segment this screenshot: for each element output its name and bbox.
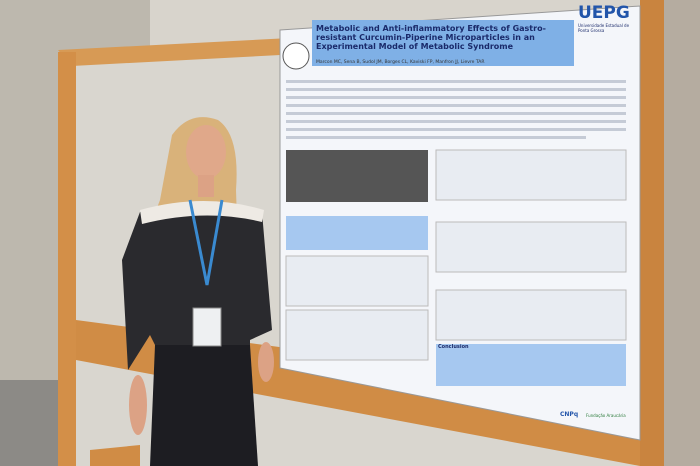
institution: Universidade Estadual de Ponta Grossa — [578, 23, 630, 33]
collar — [140, 201, 264, 224]
figure-panel — [285, 309, 429, 361]
sponsor: CNPq — [560, 411, 579, 418]
conclusion-heading: Conclusion — [438, 344, 469, 350]
right-hand — [258, 342, 274, 382]
micrograph — [286, 150, 428, 202]
left-hand — [129, 375, 147, 435]
figure-panel — [285, 255, 429, 307]
logo-seal — [282, 42, 310, 70]
face — [186, 125, 226, 179]
body-text-lines — [286, 80, 626, 139]
sponsor: Fundação Araucária — [586, 413, 626, 418]
frame-foot — [90, 445, 140, 466]
logo-text: UEPG — [578, 3, 630, 23]
authors: Marcon MC, Sena B, Sudol JM, Borges CL, … — [316, 60, 485, 65]
figure-panel — [435, 221, 627, 273]
title-band — [312, 20, 574, 66]
badge — [192, 307, 222, 347]
poster-title: Metabolic and Anti-inflammatory Effects … — [316, 24, 546, 52]
lanyard — [188, 199, 224, 286]
top — [122, 203, 272, 370]
figure-panel — [435, 149, 627, 201]
pants — [150, 345, 258, 466]
right-wall — [664, 0, 700, 466]
frame-right — [640, 0, 664, 466]
conclusion-band — [436, 344, 626, 386]
figure-panel — [435, 289, 627, 341]
frame-left — [58, 52, 76, 466]
table-panel — [286, 216, 428, 250]
neck — [198, 175, 214, 197]
